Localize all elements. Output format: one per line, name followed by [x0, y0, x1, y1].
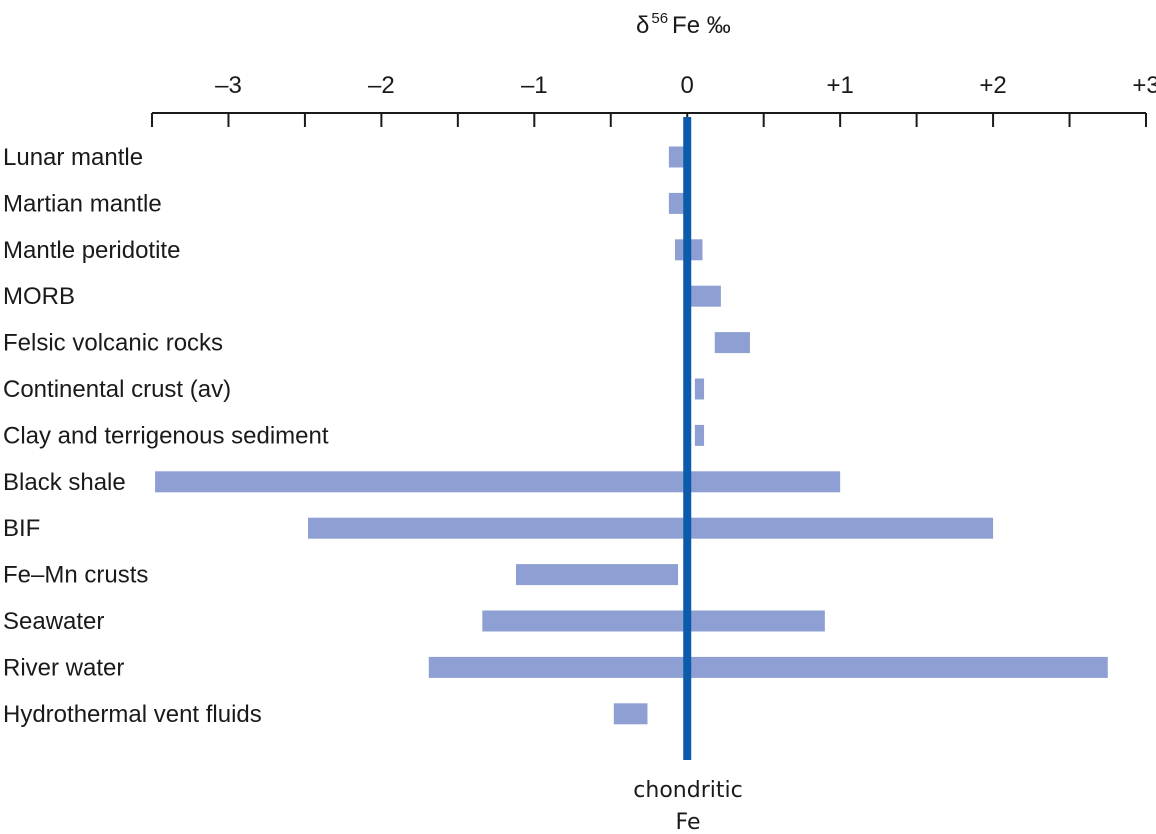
- category-label: BIF: [3, 515, 40, 542]
- x-tick-label: –1: [521, 72, 548, 99]
- range-bar: [307, 517, 994, 539]
- category-label: River water: [3, 654, 124, 681]
- range-bar: [613, 703, 648, 725]
- range-bars: [155, 146, 1108, 725]
- category-label: MORB: [3, 283, 75, 310]
- x-axis: –3 –2 –1 0 +1 +2 +3: [151, 72, 1156, 127]
- range-bar: [515, 564, 679, 586]
- x-tick-label: +2: [979, 72, 1006, 99]
- range-bar: [428, 656, 1108, 678]
- x-tick-label: –2: [368, 72, 395, 99]
- range-bar: [690, 285, 721, 307]
- category-label: Black shale: [3, 469, 126, 496]
- category-label: Seawater: [3, 608, 104, 635]
- category-label: Clay and terrigenous sediment: [3, 422, 329, 449]
- category-label: Mantle peridotite: [3, 237, 180, 264]
- x-tick-label: +1: [826, 72, 853, 99]
- x-tick-label: +3: [1132, 72, 1156, 99]
- x-tick-label: –3: [215, 72, 242, 99]
- title-delta: δ: [636, 12, 649, 39]
- category-labels: Lunar mantle Martian mantle Mantle peridot…: [3, 144, 329, 728]
- category-label: Fe–Mn crusts: [3, 562, 148, 589]
- category-label: Continental crust (av): [3, 376, 231, 403]
- title-suffix: Fe ‰: [672, 12, 731, 39]
- title-superscript: 56: [651, 10, 668, 27]
- chart-title: δ 56 Fe ‰: [636, 10, 731, 39]
- chondritic-label: chondritic: [633, 778, 742, 803]
- range-bar: [694, 424, 705, 446]
- category-label: Martian mantle: [3, 190, 162, 217]
- category-label: Hydrothermal vent fluids: [3, 701, 262, 728]
- range-bar: [714, 332, 750, 354]
- reference-label: chondritic Fe: [633, 778, 742, 834]
- fe-label: Fe: [676, 810, 701, 834]
- category-label: Felsic volcanic rocks: [3, 330, 223, 357]
- range-bar: [482, 610, 825, 632]
- category-label: Lunar mantle: [3, 144, 143, 171]
- range-bar: [694, 378, 705, 400]
- x-tick-label: 0: [681, 72, 694, 99]
- range-bar: [155, 471, 841, 493]
